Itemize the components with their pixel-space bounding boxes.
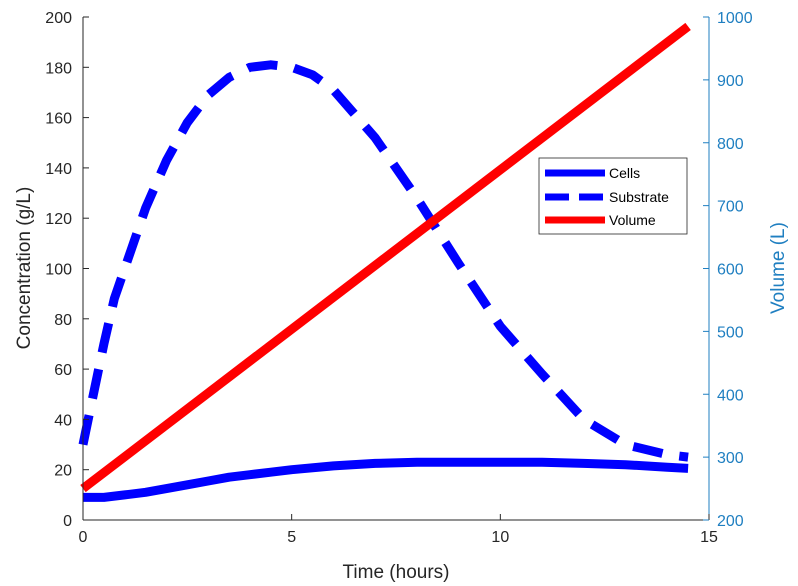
y-right-tick-label: 600: [717, 262, 744, 279]
y-right-tick-label: 300: [717, 450, 744, 467]
x-tick-label: 15: [700, 529, 718, 546]
y-axis-right-title: Volume (L): [768, 222, 789, 314]
legend-item-substrate: Substrate: [545, 189, 669, 205]
y-left-tick-label: 200: [45, 10, 72, 27]
ticks: 0 5 10 15 0 20 40 60 80 100 120 140 160 180 200 200 300 4…: [45, 10, 752, 546]
x-tick-label: 0: [79, 529, 88, 546]
legend-label-substrate: Substrate: [609, 189, 669, 205]
series-line-volume: [80, 22, 691, 493]
y-right-tick-label: 700: [717, 199, 744, 216]
series-line-cells: [83, 457, 689, 502]
y-right-tick-label: 200: [717, 513, 744, 530]
legend-item-volume: Volume: [545, 212, 656, 228]
x-tick-label: 10: [491, 529, 509, 546]
y-left-tick-label: 0: [63, 513, 72, 530]
y-left-tick-label: 20: [54, 463, 72, 480]
y-right-tick-label: 900: [717, 73, 744, 90]
y-left-tick-label: 160: [45, 111, 72, 128]
y-left-tick-label: 180: [45, 60, 72, 77]
y-left-tick-label: 100: [45, 262, 72, 279]
axes: [82, 17, 710, 521]
y-right-tick-label: 800: [717, 136, 744, 153]
legend-label-volume: Volume: [609, 212, 656, 228]
data-layer: [78, 22, 691, 502]
x-axis-title: Time (hours): [343, 562, 450, 583]
legend: Cells Substrate Volume: [538, 157, 688, 235]
y-right-tick-label: 1000: [717, 10, 753, 27]
y-right-tick-label: 500: [717, 324, 744, 341]
y-left-tick-label: 80: [54, 312, 72, 329]
y-left-tick-label: 140: [45, 161, 72, 178]
y-axis-left-title: Concentration (g/L): [14, 187, 35, 350]
y-right-tick-label: 400: [717, 387, 744, 404]
x-tick-label: 5: [287, 529, 296, 546]
legend-item-cells: Cells: [545, 165, 640, 181]
y-left-tick-label: 120: [45, 211, 72, 228]
y-left-tick-label: 40: [54, 412, 72, 429]
legend-label-cells: Cells: [609, 165, 640, 181]
y-left-tick-label: 60: [54, 362, 72, 379]
